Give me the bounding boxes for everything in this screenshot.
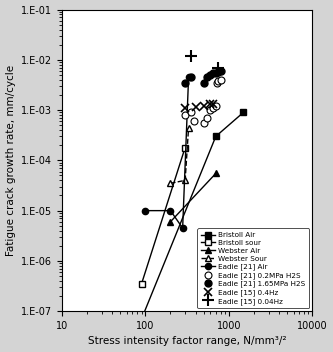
Bristoll Air <box>241 110 245 114</box>
Bristoll sour <box>183 145 187 150</box>
Eadie [21] 0.2MPa H2S <box>214 104 218 108</box>
Bristoll sour <box>140 282 144 286</box>
Line: Eadie [15] 0.04Hz: Eadie [15] 0.04Hz <box>184 50 224 74</box>
Eadie [21] 0.2MPa H2S <box>205 116 209 120</box>
Eadie [21] 1.65MPa H2S <box>211 71 215 75</box>
Eadie [21] 1.65MPa H2S <box>202 81 206 85</box>
X-axis label: Stress intensity factor range, N/mm³/²: Stress intensity factor range, N/mm³/² <box>88 337 286 346</box>
Eadie [21] 1.65MPa H2S <box>189 75 193 79</box>
Eadie [21] 1.65MPa H2S <box>214 71 218 75</box>
Eadie [15] 0.4Hz <box>211 101 215 106</box>
Line: Bristoll Air: Bristoll Air <box>139 109 246 322</box>
Y-axis label: Fatigue crack growth rate, mm/cycle: Fatigue crack growth rate, mm/cycle <box>6 65 16 256</box>
Eadie [15] 0.4Hz <box>193 105 197 109</box>
Webster Sour <box>183 178 187 182</box>
Eadie [21] 0.2MPa H2S <box>189 110 193 114</box>
Eadie [15] 0.4Hz <box>183 106 187 110</box>
Eadie [21] 1.65MPa H2S <box>183 81 187 85</box>
Eadie [15] 0.4Hz <box>202 104 206 108</box>
Eadie [21] 0.2MPa H2S <box>202 121 206 125</box>
Eadie [21] 0.2MPa H2S <box>192 119 196 123</box>
Webster Air <box>168 220 172 224</box>
Eadie [21] Air <box>168 208 172 213</box>
Line: Bristoll sour: Bristoll sour <box>139 144 188 287</box>
Eadie [21] 0.2MPa H2S <box>211 106 215 110</box>
Eadie [21] 0.2MPa H2S <box>183 113 187 117</box>
Legend: Bristoll Air, Bristoll sour, Webster Air, Webster Sour, Eadie [21] Air, Eadie [2: Bristoll Air, Bristoll sour, Webster Air… <box>197 228 309 308</box>
Eadie [21] 0.2MPa H2S <box>216 79 220 83</box>
Eadie [21] 0.2MPa H2S <box>219 78 223 82</box>
Line: Eadie [15] 0.4Hz: Eadie [15] 0.4Hz <box>181 99 217 112</box>
Webster Sour <box>168 181 172 186</box>
Eadie [21] 1.65MPa H2S <box>208 73 212 77</box>
Webster Air <box>214 171 218 176</box>
Webster Sour <box>186 125 190 130</box>
Bristoll Air <box>140 317 144 321</box>
Line: Eadie [21] Air: Eadie [21] Air <box>142 74 192 231</box>
Eadie [21] 1.65MPa H2S <box>216 70 220 74</box>
Line: Webster Air: Webster Air <box>167 170 219 225</box>
Eadie [15] 0.04Hz <box>189 54 193 58</box>
Bristoll Air <box>214 134 218 138</box>
Eadie [21] 1.65MPa H2S <box>219 69 223 73</box>
Eadie [21] 0.2MPa H2S <box>208 108 212 112</box>
Eadie [21] Air <box>180 226 184 230</box>
Eadie [21] 1.65MPa H2S <box>205 75 209 79</box>
Line: Webster Sour: Webster Sour <box>167 124 192 187</box>
Eadie [15] 0.4Hz <box>208 102 212 106</box>
Line: Eadie [21] 0.2MPa H2S: Eadie [21] 0.2MPa H2S <box>182 76 224 127</box>
Line: Eadie [21] 1.65MPa H2S: Eadie [21] 1.65MPa H2S <box>182 68 224 86</box>
Eadie [21] 0.2MPa H2S <box>215 81 219 85</box>
Eadie [15] 0.04Hz <box>216 65 220 70</box>
Eadie [21] Air <box>143 208 147 213</box>
Eadie [21] Air <box>186 75 190 79</box>
